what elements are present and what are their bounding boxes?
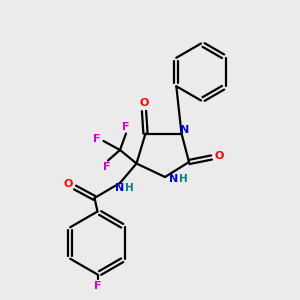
Text: O: O: [139, 98, 149, 109]
Text: F: F: [122, 122, 130, 132]
Text: N: N: [115, 183, 124, 194]
Text: H: H: [125, 183, 134, 194]
Text: F: F: [94, 281, 101, 291]
Text: F: F: [93, 134, 101, 145]
Text: O: O: [64, 179, 73, 189]
Text: N: N: [169, 173, 178, 184]
Text: N: N: [181, 125, 190, 135]
Text: O: O: [214, 151, 224, 161]
Text: H: H: [179, 173, 188, 184]
Text: F: F: [103, 162, 110, 172]
